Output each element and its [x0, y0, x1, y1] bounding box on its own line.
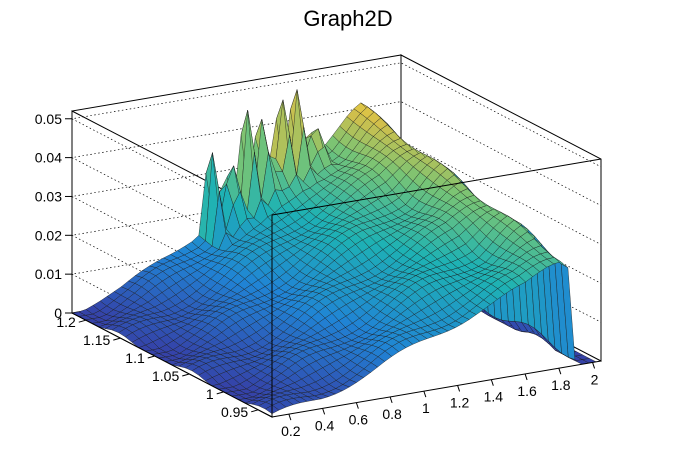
z-tick-label: 0.02	[35, 227, 62, 243]
y-tick-label: 1	[206, 386, 214, 402]
chart-title: Graph2D	[303, 6, 392, 31]
y-tick-label: 1.1	[125, 350, 145, 366]
x-tick-label: 2	[591, 371, 599, 387]
y-tick	[78, 319, 86, 323]
z-gridline	[70, 140, 602, 301]
z-gridline	[70, 62, 602, 224]
y-tick-label: 0.95	[221, 404, 248, 420]
x-tick	[288, 413, 292, 421]
y-tick	[182, 373, 190, 377]
x-tick-label: 1.4	[484, 389, 504, 405]
x-tick	[389, 396, 393, 404]
x-tick-label: 1	[422, 400, 430, 416]
z-tick-label: 0.01	[35, 266, 62, 282]
y-tick-label: 1.2	[56, 314, 76, 330]
x-tick-label: 1.2	[450, 394, 470, 410]
x-axis-line	[271, 360, 602, 418]
surface	[71, 89, 597, 414]
x-tick-label: 0.2	[281, 423, 301, 439]
top-front-edge	[271, 158, 602, 216]
x-tick	[558, 368, 562, 375]
frame-front	[71, 111, 602, 418]
y-tick	[251, 409, 259, 413]
x-tick	[355, 402, 359, 409]
y-axis-line	[71, 312, 273, 418]
z-tick-label: 0.03	[35, 188, 62, 204]
y-tick-label: 1.05	[152, 368, 179, 384]
x-tick-label: 1.6	[517, 383, 537, 399]
z-tick-label: 0.05	[35, 111, 62, 127]
x-tick	[592, 362, 596, 369]
x-tick-label: 0.6	[349, 412, 369, 428]
tick-labels: 0.2 0.4 0.6 0.8 1 1.2 1.4 1.6 1.8 2 0.95 1 1.05 1.1 1.…	[35, 111, 599, 439]
x-tick	[490, 379, 494, 386]
z-gridline	[70, 101, 602, 262]
y-tick	[147, 355, 155, 359]
x-tick-label: 1.8	[551, 377, 571, 393]
y-tick	[113, 337, 121, 341]
x-tick	[423, 390, 427, 398]
z-tick-label: 0.04	[35, 150, 62, 166]
x-tick	[457, 385, 461, 392]
x-tick	[322, 408, 326, 415]
y-tick	[216, 391, 224, 395]
z-tick-label: 0	[54, 305, 62, 321]
x-tick	[524, 373, 528, 381]
x-tick-label: 0.8	[382, 406, 402, 422]
y-tick-label: 1.15	[83, 332, 110, 348]
x-tick-label: 0.4	[315, 417, 335, 433]
